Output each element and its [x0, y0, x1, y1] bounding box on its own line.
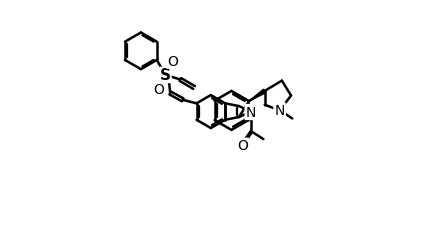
Text: O: O — [237, 139, 248, 153]
Text: N: N — [275, 104, 285, 118]
Text: S: S — [160, 68, 171, 83]
Polygon shape — [249, 90, 266, 102]
Text: O: O — [167, 55, 178, 69]
Text: N: N — [246, 106, 256, 119]
Text: O: O — [153, 82, 164, 96]
